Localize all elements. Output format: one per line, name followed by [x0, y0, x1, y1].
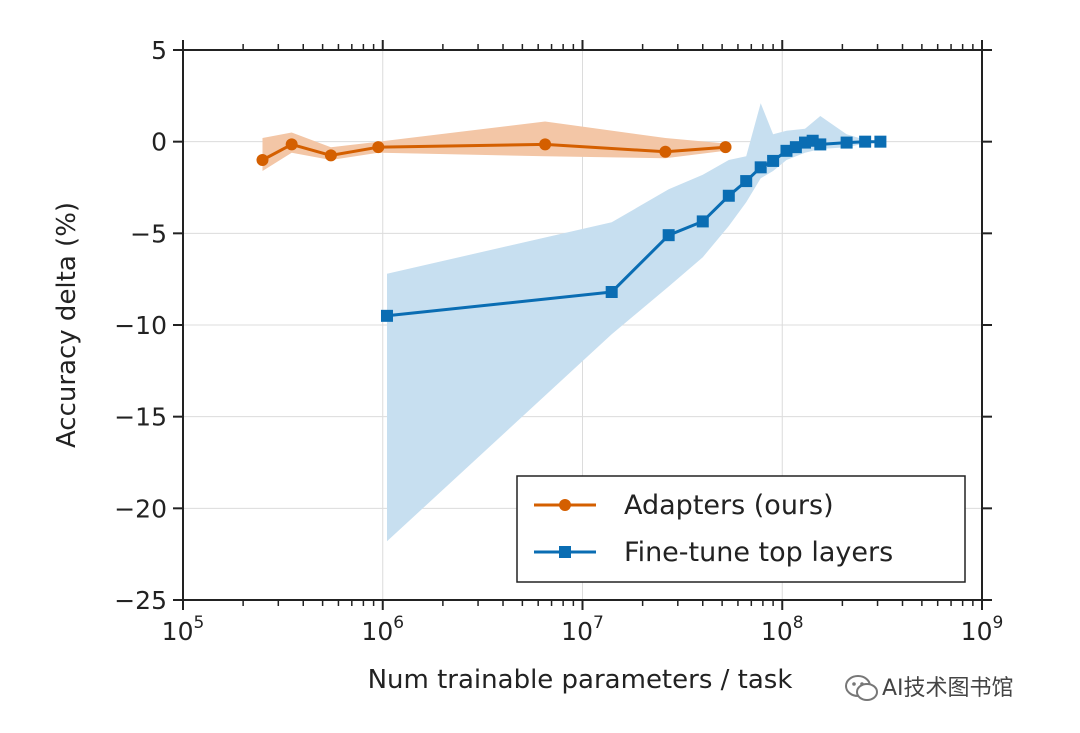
data-point: [285, 138, 298, 151]
x-tick-base: 10: [162, 617, 194, 646]
data-point: [324, 149, 337, 162]
y-tick-label: 5: [151, 36, 167, 65]
x-tick-exponent: 8: [793, 613, 804, 633]
y-axis-label: Accuracy delta (%): [52, 202, 82, 448]
y-tick-label: −20: [114, 494, 167, 523]
legend-box: [516, 475, 966, 583]
x-tick-base: 10: [761, 617, 793, 646]
x-tick-base: 10: [361, 617, 393, 646]
data-point: [256, 154, 269, 166]
wechat-logo-icon: [845, 675, 878, 701]
data-point: [767, 154, 780, 167]
data-point: [662, 229, 675, 242]
x-tick-exponent: 6: [393, 613, 404, 633]
legend-label: Adapters (ours): [624, 490, 834, 521]
data-point: [740, 175, 753, 188]
x-tick-exponent: 9: [992, 613, 1003, 633]
watermark: AI技术图书馆: [845, 675, 1014, 701]
legend-label: Fine-tune top layers: [624, 537, 893, 568]
series-line-1: [386, 139, 881, 318]
legend-marker-circle: [559, 499, 571, 511]
x-tick-label: 107: [561, 613, 604, 646]
x-tick-label: 106: [361, 613, 404, 646]
data-point: [719, 141, 732, 154]
data-point: [380, 309, 393, 322]
x-tick-base: 10: [561, 617, 593, 646]
data-point: [605, 286, 618, 298]
legend: Adapters (ours) Fine-tune top layers: [516, 475, 966, 583]
data-point: [372, 141, 385, 154]
x-tick-label: 108: [761, 613, 804, 646]
data-point: [840, 136, 853, 149]
x-tick-label: 109: [961, 613, 1004, 646]
confidence-band-1: [387, 103, 881, 542]
data-point: [722, 189, 735, 202]
legend-marker-square: [559, 546, 571, 558]
x-tick-exponent: 7: [593, 613, 604, 633]
data-point: [696, 215, 709, 228]
y-tick-label: −25: [114, 586, 167, 615]
y-tick-label: −15: [114, 403, 167, 432]
data-point: [659, 145, 672, 158]
y-tick-label: −10: [114, 311, 167, 340]
data-point: [859, 135, 872, 148]
data-point: [789, 141, 802, 154]
data-point: [754, 161, 767, 174]
data-point: [814, 138, 827, 151]
x-tick-label: 105: [162, 613, 205, 646]
y-tick-label: 0: [151, 128, 167, 157]
y-tick-label: −5: [130, 219, 167, 248]
x-axis-label: Num trainable parameters / task: [368, 665, 793, 695]
x-tick-base: 10: [961, 617, 993, 646]
watermark-text: AI技术图书馆: [882, 676, 1014, 701]
x-tick-exponent: 5: [193, 613, 204, 633]
series-lines: [256, 134, 887, 322]
data-point: [780, 144, 793, 157]
data-point: [539, 138, 552, 151]
data-point: [874, 135, 887, 148]
